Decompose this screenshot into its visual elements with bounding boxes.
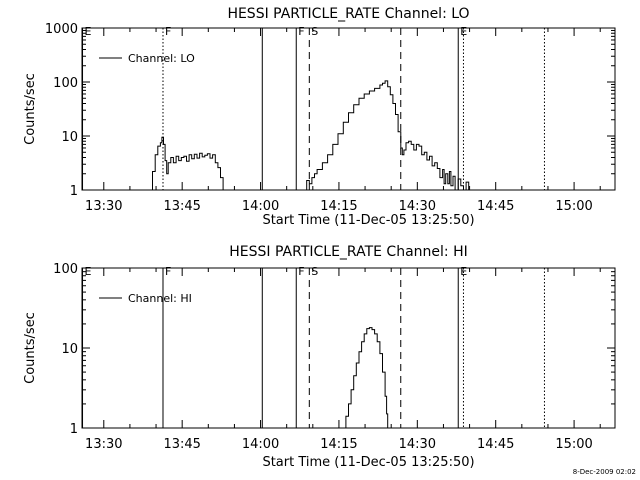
x-tick-label: 13:45 bbox=[163, 437, 200, 452]
y-tick-label: 1 bbox=[70, 184, 78, 199]
series-line-hi bbox=[343, 327, 389, 429]
event-marker-label: E bbox=[85, 25, 92, 38]
plot-panel-lo: HESSI PARTICLE_RATE Channel: LO 13:30 13:4… bbox=[23, 6, 616, 228]
y-tick-label: 100 bbox=[53, 262, 78, 277]
x-tick-label: 14:15 bbox=[320, 437, 357, 452]
x-tick-label: 14:00 bbox=[242, 437, 279, 452]
event-marker-label: F bbox=[165, 25, 171, 38]
x-tick-label: 14:30 bbox=[399, 437, 436, 452]
chart-title: HESSI PARTICLE_RATE Channel: LO bbox=[227, 6, 469, 22]
y-tick-label: 1 bbox=[70, 422, 78, 437]
x-tick-label: 15:00 bbox=[555, 199, 592, 214]
x-tick-label: 14:15 bbox=[320, 199, 357, 214]
plot-panel-hi: HESSI PARTICLE_RATE Channel: HI 13:30 13:4… bbox=[23, 244, 616, 470]
event-marker-label: F bbox=[298, 25, 304, 38]
event-marker-label: S bbox=[311, 265, 318, 278]
x-tick-label: 14:30 bbox=[399, 199, 436, 214]
event-marker-label: E bbox=[85, 265, 92, 278]
x-tick-label: 14:00 bbox=[242, 199, 279, 214]
x-axis-label: Start Time (11-Dec-05 13:25:50) bbox=[262, 455, 474, 470]
event-marker-label: F bbox=[165, 265, 171, 278]
y-tick-label: 10 bbox=[61, 342, 78, 357]
plot-frame bbox=[81, 27, 616, 191]
x-tick-label: 14:45 bbox=[477, 199, 514, 214]
y-tick-label: 1000 bbox=[45, 22, 78, 37]
event-marker-label: F bbox=[298, 265, 304, 278]
legend-entry: Channel: HI bbox=[128, 292, 192, 305]
x-tick-label: 13:30 bbox=[85, 437, 122, 452]
y-axis-label: Counts/sec bbox=[23, 73, 38, 145]
x-tick-label: 14:45 bbox=[477, 437, 514, 452]
y-tick-label: 10 bbox=[61, 130, 78, 145]
x-tick-label: 13:30 bbox=[85, 199, 122, 214]
y-tick-label: 100 bbox=[53, 76, 78, 91]
series-line-lo bbox=[304, 80, 470, 191]
x-tick-label: 15:00 bbox=[555, 437, 592, 452]
series-line-lo bbox=[149, 136, 224, 191]
x-tick-label: 13:45 bbox=[163, 199, 200, 214]
footer-date-stamp: 8-Dec-2009 02:02 bbox=[573, 468, 636, 476]
y-axis-label: Counts/sec bbox=[23, 312, 38, 384]
chart-title: HESSI PARTICLE_RATE Channel: HI bbox=[229, 244, 467, 260]
legend-entry: Channel: LO bbox=[128, 52, 195, 65]
event-marker-label: S bbox=[311, 25, 318, 38]
x-axis-label: Start Time (11-Dec-05 13:25:50) bbox=[262, 213, 474, 228]
